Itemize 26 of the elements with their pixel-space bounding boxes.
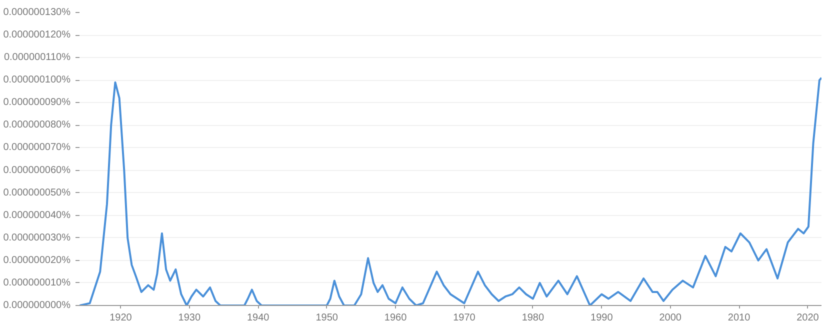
y-tick-label: 0.000000120% — [3, 30, 71, 41]
y-tick-label: 0.000000110% — [4, 52, 71, 64]
x-tick-label: 2000 — [659, 312, 682, 323]
x-tick-label: 2020 — [796, 312, 820, 323]
y-tick-label: 0.000000080% — [3, 120, 71, 131]
x-tick-label: 2010 — [728, 312, 751, 323]
y-tick-label: 0.000000060% — [3, 164, 71, 176]
y-tick-label: 0.000000070% — [3, 142, 71, 154]
line-series — [80, 76, 822, 306]
x-tick-label: 1930 — [178, 312, 201, 323]
y-tick-label: 0.000000000% — [3, 300, 71, 311]
x-tick-label: 1960 — [384, 312, 408, 323]
y-tick-label: 0.000000010% — [3, 277, 71, 288]
x-tick-label: 1950 — [316, 312, 338, 323]
x-tick-label: 1980 — [522, 312, 545, 323]
y-tick-label: 0.000000040% — [3, 210, 71, 221]
y-tick-label: 0.000000100% — [3, 74, 71, 86]
x-tick-label: 1990 — [590, 312, 614, 323]
x-tick-label: 1940 — [247, 312, 270, 323]
y-tick-label: 0.000000050% — [3, 187, 71, 198]
y-tick-label: 0.000000130% — [3, 7, 71, 18]
x-tick-label: 1970 — [453, 312, 476, 323]
y-tick-label: 0.000000030% — [3, 232, 71, 244]
y-tick-label: 0.000000020% — [3, 254, 71, 266]
y-tick-label: 0.000000090% — [3, 97, 71, 108]
x-tick-label: 1920 — [110, 312, 132, 323]
